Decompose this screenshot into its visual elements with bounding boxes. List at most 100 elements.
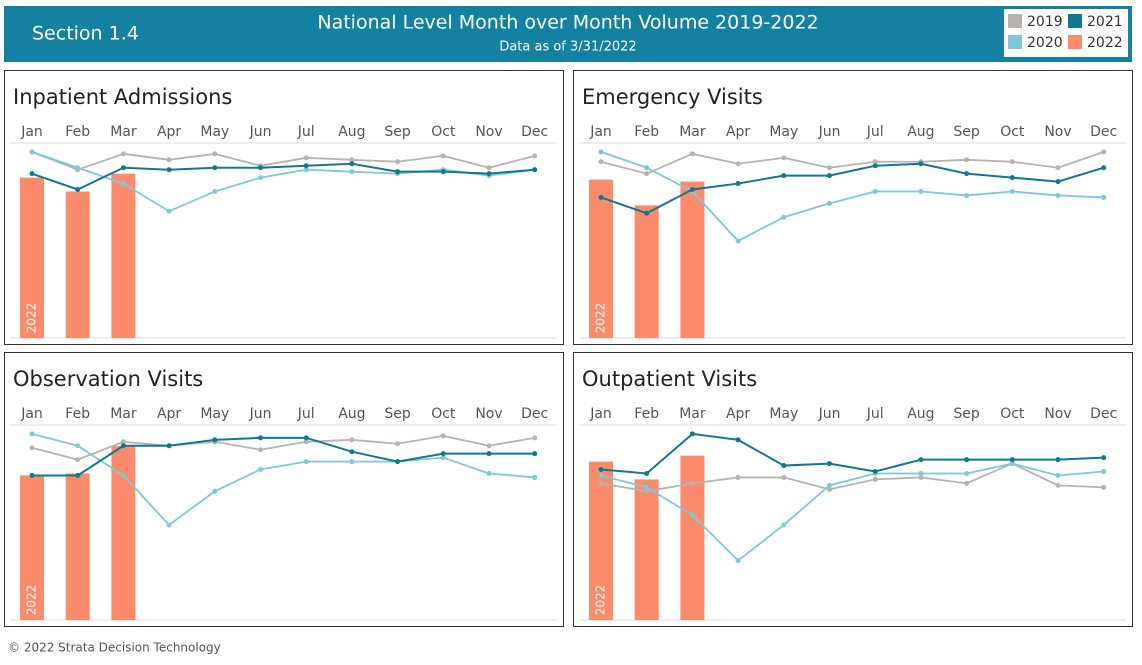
bar <box>65 191 90 338</box>
series-line <box>600 151 1104 243</box>
point <box>689 512 695 518</box>
bar <box>111 173 136 338</box>
x-tick-label: May <box>200 406 229 422</box>
x-tick-label: Nov <box>475 406 502 422</box>
point <box>212 151 218 157</box>
point <box>258 435 263 441</box>
point <box>120 472 126 478</box>
chart-title: Observation Visits <box>13 367 203 391</box>
header-bar <box>4 6 1132 62</box>
x-tick-label: May <box>769 406 798 422</box>
point <box>918 161 924 167</box>
point <box>1055 179 1061 185</box>
x-tick-label: Nov <box>1044 406 1071 422</box>
dashboard-title: National Level Month over Month Volume 2… <box>317 12 818 34</box>
point <box>1009 175 1015 181</box>
point <box>598 194 604 200</box>
series-line <box>600 151 1104 175</box>
legend-label: 2019 <box>1027 14 1063 30</box>
x-tick-label: Feb <box>65 406 90 422</box>
x-tick-label: Mar <box>110 406 137 422</box>
point <box>75 472 81 478</box>
point <box>827 486 832 492</box>
x-tick-label: Aug <box>338 406 365 422</box>
point <box>689 480 695 486</box>
legend-label: 2022 <box>1087 35 1123 51</box>
point <box>440 451 446 457</box>
x-tick-label: Nov <box>1044 124 1071 140</box>
point <box>303 155 309 161</box>
point <box>120 443 126 449</box>
point <box>964 480 970 486</box>
x-tick-label: Feb <box>65 124 90 140</box>
point <box>486 451 492 457</box>
point <box>166 443 172 449</box>
point <box>689 151 695 157</box>
point <box>486 165 492 171</box>
point <box>212 488 218 494</box>
point <box>258 175 263 181</box>
point <box>1009 461 1015 467</box>
point <box>532 435 538 441</box>
point <box>303 163 309 169</box>
point <box>349 161 355 167</box>
x-tick-label: Jan <box>589 124 612 140</box>
bar <box>589 461 613 620</box>
point <box>827 165 832 171</box>
chart-title: Emergency Visits <box>582 85 763 109</box>
point <box>689 187 695 192</box>
point <box>918 474 924 480</box>
point <box>644 210 650 216</box>
point <box>349 459 355 465</box>
legend-label: 2021 <box>1087 14 1123 30</box>
point <box>781 463 787 469</box>
x-tick-label: Apr <box>157 406 181 422</box>
legend-swatch <box>1068 14 1082 28</box>
point <box>303 459 309 465</box>
x-tick-label: Sep <box>384 124 411 140</box>
point <box>532 167 538 173</box>
point <box>1101 194 1107 200</box>
point <box>120 151 126 157</box>
chart-title: Inpatient Admissions <box>13 85 232 109</box>
x-tick-label: Dec <box>1090 406 1117 422</box>
bar-series-label: 2022 <box>594 585 608 616</box>
point <box>1101 469 1107 474</box>
point <box>598 149 604 155</box>
series-line <box>31 434 535 461</box>
x-tick-label: Apr <box>726 406 750 422</box>
chart-title: Outpatient Visits <box>582 367 757 391</box>
point <box>303 435 309 441</box>
point <box>644 484 650 490</box>
point <box>644 165 650 171</box>
bar-series-label: 2022 <box>25 585 39 616</box>
x-tick-label: Feb <box>634 406 659 422</box>
point <box>486 470 492 476</box>
point <box>395 441 401 447</box>
point <box>735 161 741 167</box>
point <box>440 455 446 461</box>
series-line <box>31 433 535 527</box>
point <box>1101 455 1107 461</box>
point <box>75 187 81 192</box>
point <box>1055 482 1061 488</box>
x-tick-label: Aug <box>907 406 934 422</box>
point <box>918 188 924 194</box>
point <box>872 188 878 194</box>
point <box>1055 165 1061 171</box>
bar <box>589 179 613 338</box>
point <box>258 447 263 453</box>
point <box>29 431 35 437</box>
point <box>395 159 401 165</box>
point <box>1101 165 1107 171</box>
point <box>598 467 604 473</box>
x-tick-label: Oct <box>1000 124 1025 140</box>
x-tick-label: Jul <box>297 124 315 140</box>
x-tick-label: Feb <box>634 124 659 140</box>
x-tick-label: Jul <box>866 406 884 422</box>
point <box>918 457 924 463</box>
legend-box <box>1004 9 1128 57</box>
bar <box>680 181 705 338</box>
x-tick-label: Jun <box>249 124 272 140</box>
